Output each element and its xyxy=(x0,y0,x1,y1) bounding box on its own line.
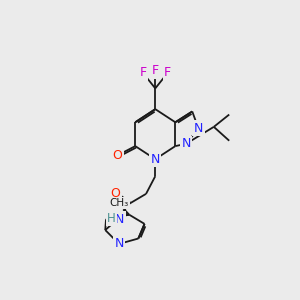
Text: N: N xyxy=(182,137,191,150)
Text: N: N xyxy=(151,153,160,166)
Text: F: F xyxy=(140,67,146,80)
Text: H: H xyxy=(107,212,116,225)
Text: N: N xyxy=(114,237,124,250)
Text: F: F xyxy=(164,67,171,80)
Text: O: O xyxy=(112,149,122,162)
Text: F: F xyxy=(152,64,159,77)
Text: N: N xyxy=(115,213,124,226)
Text: N: N xyxy=(194,122,203,135)
Text: CH₃: CH₃ xyxy=(110,198,129,208)
Text: O: O xyxy=(110,187,120,200)
